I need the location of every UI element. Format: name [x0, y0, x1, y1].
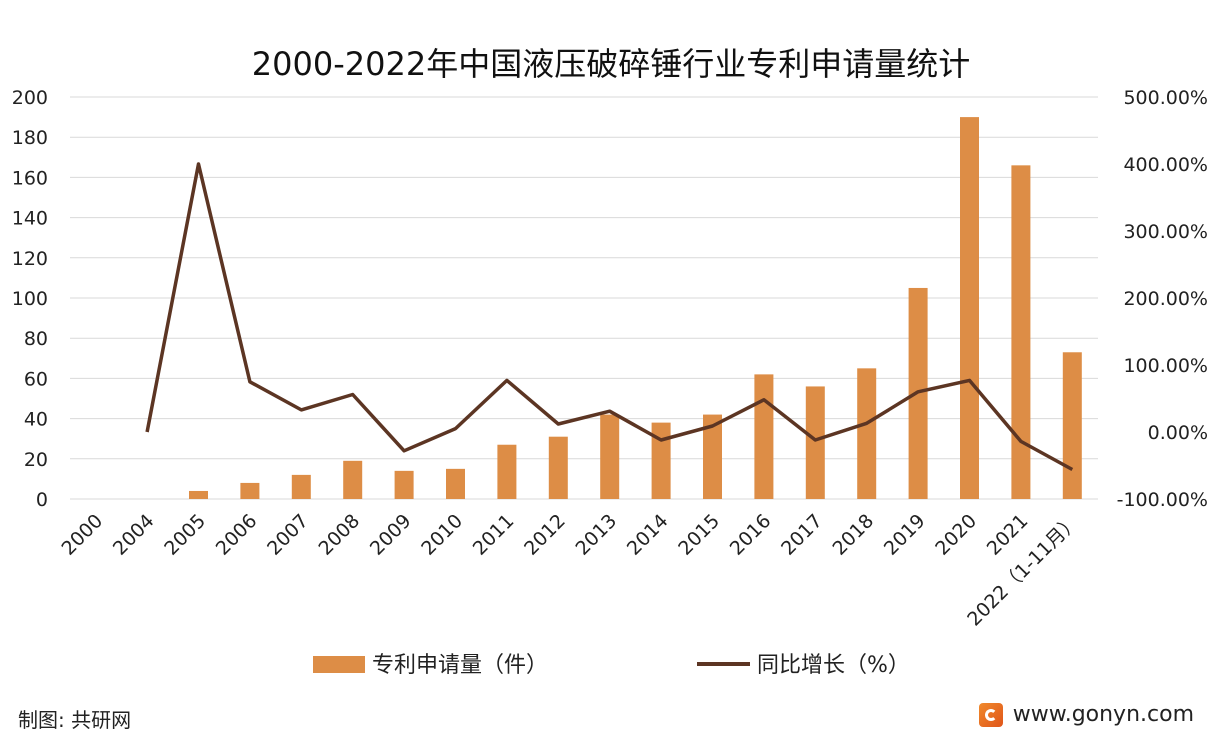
y-right-tick-label: 400.00%: [1123, 154, 1208, 176]
legend-label-bar: 专利申请量（件）: [372, 653, 548, 678]
left-axis: 0 20 40 60 80 100 120 140 160 180 200: [12, 87, 48, 511]
x-tick-label: 2004: [109, 510, 159, 560]
y-left-tick-label: 120: [12, 248, 48, 270]
bar: [857, 368, 877, 499]
y-left-tick-label: 0: [36, 489, 48, 511]
y-left-tick-label: 180: [12, 127, 48, 149]
bar: [548, 436, 568, 499]
x-tick-label: 2010: [417, 510, 467, 560]
y-left-tick-label: 20: [24, 449, 48, 471]
bar: [651, 422, 671, 499]
bar: [1011, 165, 1031, 499]
bar: [394, 470, 414, 499]
legend-swatch-bar: [313, 656, 365, 673]
website-url: www.gonyn.com: [1012, 702, 1194, 727]
x-tick-label: 2014: [623, 510, 673, 560]
bar: [189, 490, 208, 499]
x-tick-label: 2009: [366, 510, 416, 560]
x-tick-label: 2017: [777, 510, 827, 560]
legend-label-line: 同比增长（%）: [757, 653, 910, 678]
bar: [497, 444, 517, 499]
y-left-tick-label: 160: [12, 167, 48, 189]
y-left-tick-label: 80: [24, 328, 48, 350]
line-series: [145, 162, 1074, 472]
bar: [754, 374, 774, 499]
y-right-tick-label: 200.00%: [1123, 288, 1208, 310]
y-left-tick-label: 60: [24, 368, 48, 390]
y-left-tick-label: 40: [24, 409, 48, 431]
gonyn-logo-icon: [978, 702, 1003, 727]
y-right-tick-label: -100.00%: [1117, 489, 1208, 511]
bar: [960, 117, 979, 499]
x-tick-label: 2000: [57, 510, 107, 560]
x-tick-label: 2008: [314, 510, 364, 560]
bar: [805, 386, 825, 499]
source-label: 制图: 共研网: [18, 708, 132, 732]
grid: [70, 96, 1098, 500]
x-axis: 2000 2004 2005 2006 2007 2008 2009 2010 2011 2012…: [57, 510, 1083, 631]
y-left-tick-label: 140: [12, 208, 48, 230]
x-tick-label: 2019: [880, 510, 930, 560]
right-axis: -100.00% 0.00% 100.00% 200.00% 300.00% 400.00…: [1117, 87, 1208, 511]
y-right-tick-label: 500.00%: [1123, 87, 1208, 109]
y-right-tick-label: 0.00%: [1148, 422, 1208, 444]
x-tick-label: 2013: [571, 510, 621, 560]
bar: [600, 414, 620, 499]
bar: [240, 482, 260, 499]
bar-series: [189, 117, 1082, 499]
legend: 专利申请量（件） 同比增长（%）: [313, 653, 910, 678]
bar: [703, 414, 722, 499]
x-tick-label: 2011: [469, 510, 519, 560]
x-tick-label: 2018: [828, 510, 878, 560]
bar: [291, 474, 311, 499]
chart-title: 2000-2022年中国液压破碎锤行业专利申请量统计: [252, 45, 970, 83]
y-left-tick-label: 100: [12, 288, 48, 310]
growth-line: [145, 162, 1074, 472]
bar: [446, 468, 465, 499]
x-tick-label: 2007: [263, 510, 313, 560]
x-tick-label: 2016: [726, 510, 776, 560]
website-credit: www.gonyn.com: [978, 702, 1194, 727]
x-tick-label: 2015: [674, 510, 724, 560]
x-tick-label: 2006: [212, 510, 262, 560]
bar: [1062, 352, 1082, 499]
y-right-tick-label: 100.00%: [1123, 355, 1208, 377]
x-tick-label: 2005: [160, 510, 210, 560]
bar: [343, 460, 363, 499]
y-right-tick-label: 300.00%: [1123, 221, 1208, 243]
y-left-tick-label: 200: [12, 87, 48, 109]
x-tick-label: 2012: [520, 510, 570, 560]
x-tick-label: 2020: [931, 510, 981, 560]
